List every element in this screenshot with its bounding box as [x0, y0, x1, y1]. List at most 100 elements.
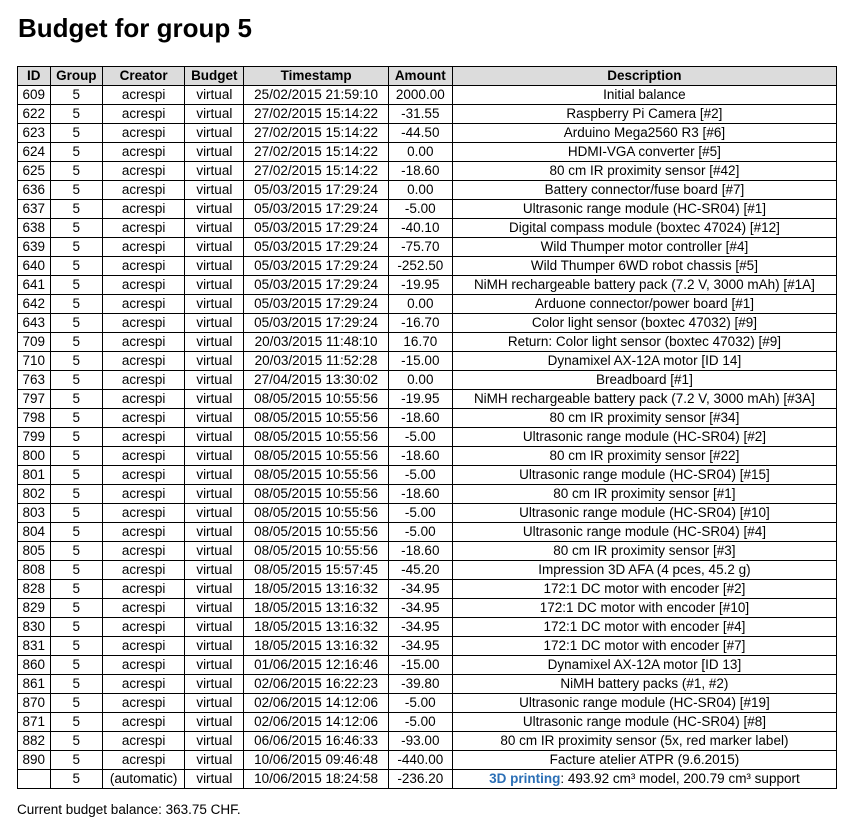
- cell-creator: acrespi: [102, 389, 186, 409]
- table-row: 624 5 acrespi virtual 27/02/2015 15:14:22 0.0…: [17, 142, 838, 162]
- cell-budget: virtual: [184, 484, 245, 504]
- cell-description: Ultrasonic range module (HC-SR04) [#10]: [451, 503, 838, 523]
- cell-budget: virtual: [184, 579, 245, 599]
- table-row: 637 5 acrespi virtual 05/03/2015 17:29:24 -5.…: [17, 199, 838, 219]
- cell-timestamp: 05/03/2015 17:29:24: [243, 180, 389, 200]
- cell-timestamp: 18/05/2015 13:16:32: [243, 598, 389, 618]
- cell-amount: 0.00: [387, 142, 453, 162]
- cell-amount: 2000.00: [387, 85, 453, 105]
- cell-group: 5: [49, 750, 104, 770]
- cell-group: 5: [49, 256, 104, 276]
- cell-budget: virtual: [184, 294, 245, 314]
- cell-budget: virtual: [184, 142, 245, 162]
- budget-table: ID Group Creator Budget Timestamp Amount Descr…: [17, 66, 838, 789]
- cell-budget: virtual: [184, 674, 245, 694]
- table-row: 803 5 acrespi virtual 08/05/2015 10:55:56 -5.…: [17, 503, 838, 523]
- cell-budget: virtual: [184, 693, 245, 713]
- cell-timestamp: 05/03/2015 17:29:24: [243, 256, 389, 276]
- cell-timestamp: 10/06/2015 18:24:58: [243, 769, 389, 789]
- cell-amount: -5.00: [387, 427, 453, 447]
- cell-description: Ultrasonic range module (HC-SR04) [#2]: [451, 427, 838, 447]
- cell-description: Ultrasonic range module (HC-SR04) [#8]: [451, 712, 838, 732]
- cell-amount: -5.00: [387, 522, 453, 542]
- cell-amount: -15.00: [387, 655, 453, 675]
- cell-group: 5: [49, 522, 104, 542]
- cell-description: Impression 3D AFA (4 pces, 45.2 g): [451, 560, 838, 580]
- cell-amount: -18.60: [387, 161, 453, 181]
- cell-creator: acrespi: [102, 541, 186, 561]
- cell-description: 80 cm IR proximity sensor [#42]: [451, 161, 838, 181]
- cell-creator: acrespi: [102, 370, 186, 390]
- cell-timestamp: 27/02/2015 15:14:22: [243, 123, 389, 143]
- cell-creator: acrespi: [102, 655, 186, 675]
- cell-budget: virtual: [184, 104, 245, 124]
- cell-creator: acrespi: [102, 142, 186, 162]
- cell-timestamp: 08/05/2015 10:55:56: [243, 446, 389, 466]
- cell-creator: acrespi: [102, 579, 186, 599]
- table-row: 625 5 acrespi virtual 27/02/2015 15:14:22 -18…: [17, 161, 838, 181]
- table-row: 804 5 acrespi virtual 08/05/2015 10:55:56 -5.…: [17, 522, 838, 542]
- cell-timestamp: 08/05/2015 10:55:56: [243, 541, 389, 561]
- cell-group: 5: [49, 275, 104, 295]
- cell-budget: virtual: [184, 408, 245, 428]
- cell-timestamp: 08/05/2015 10:55:56: [243, 503, 389, 523]
- cell-timestamp: 05/03/2015 17:29:24: [243, 294, 389, 314]
- cell-timestamp: 05/03/2015 17:29:24: [243, 275, 389, 295]
- cell-group: 5: [49, 693, 104, 713]
- cell-timestamp: 08/05/2015 15:57:45: [243, 560, 389, 580]
- cell-budget: virtual: [184, 389, 245, 409]
- cell-id: 800: [17, 446, 51, 466]
- cell-group: 5: [49, 541, 104, 561]
- cell-timestamp: 08/05/2015 10:55:56: [243, 389, 389, 409]
- table-row: 890 5 acrespi virtual 10/06/2015 09:46:48 -44…: [17, 750, 838, 770]
- cell-id: [17, 769, 51, 789]
- cell-description: Return: Color light sensor (boxtec 47032…: [451, 332, 838, 352]
- table-body: 609 5 acrespi virtual 25/02/2015 21:59:10 200…: [17, 85, 838, 789]
- cell-description: Dynamixel AX-12A motor [ID 13]: [451, 655, 838, 675]
- cell-id: 623: [17, 123, 51, 143]
- table-row: 808 5 acrespi virtual 08/05/2015 15:57:45 -45…: [17, 560, 838, 580]
- cell-id: 829: [17, 598, 51, 618]
- cell-timestamp: 05/03/2015 17:29:24: [243, 199, 389, 219]
- cell-id: 890: [17, 750, 51, 770]
- cell-id: 799: [17, 427, 51, 447]
- cell-amount: -440.00: [387, 750, 453, 770]
- cell-budget: virtual: [184, 256, 245, 276]
- cell-group: 5: [49, 218, 104, 238]
- 3d-printing-link[interactable]: 3D printing: [489, 771, 561, 786]
- cell-description: 80 cm IR proximity sensor [#22]: [451, 446, 838, 466]
- cell-group: 5: [49, 408, 104, 428]
- table-row: 643 5 acrespi virtual 05/03/2015 17:29:24 -16…: [17, 313, 838, 333]
- cell-amount: 16.70: [387, 332, 453, 352]
- cell-amount: -19.95: [387, 275, 453, 295]
- table-row: 710 5 acrespi virtual 20/03/2015 11:52:28 -15…: [17, 351, 838, 371]
- cell-budget: virtual: [184, 332, 245, 352]
- table-row: 709 5 acrespi virtual 20/03/2015 11:48:10 16.…: [17, 332, 838, 352]
- cell-budget: virtual: [184, 731, 245, 751]
- cell-id: 860: [17, 655, 51, 675]
- table-row: 642 5 acrespi virtual 05/03/2015 17:29:24 0.0…: [17, 294, 838, 314]
- table-row: 623 5 acrespi virtual 27/02/2015 15:14:22 -44…: [17, 123, 838, 143]
- cell-id: 803: [17, 503, 51, 523]
- cell-description: 172:1 DC motor with encoder [#2]: [451, 579, 838, 599]
- table-row: 882 5 acrespi virtual 06/06/2015 16:46:33 -93…: [17, 731, 838, 751]
- cell-id: 636: [17, 180, 51, 200]
- table-row: 800 5 acrespi virtual 08/05/2015 10:55:56 -18…: [17, 446, 838, 466]
- cell-group: 5: [49, 712, 104, 732]
- cell-budget: virtual: [184, 85, 245, 105]
- table-row: 798 5 acrespi virtual 08/05/2015 10:55:56 -18…: [17, 408, 838, 428]
- cell-budget: virtual: [184, 180, 245, 200]
- cell-description: Arduone connector/power board [#1]: [451, 294, 838, 314]
- cell-amount: -39.80: [387, 674, 453, 694]
- cell-id: 643: [17, 313, 51, 333]
- column-header-budget: Budget: [184, 66, 245, 86]
- cell-description: Color light sensor (boxtec 47032) [#9]: [451, 313, 838, 333]
- table-row: 636 5 acrespi virtual 05/03/2015 17:29:24 0.0…: [17, 180, 838, 200]
- cell-id: 797: [17, 389, 51, 409]
- cell-group: 5: [49, 123, 104, 143]
- cell-id: 828: [17, 579, 51, 599]
- cell-amount: -34.95: [387, 636, 453, 656]
- cell-amount: -252.50: [387, 256, 453, 276]
- cell-budget: virtual: [184, 427, 245, 447]
- cell-id: 801: [17, 465, 51, 485]
